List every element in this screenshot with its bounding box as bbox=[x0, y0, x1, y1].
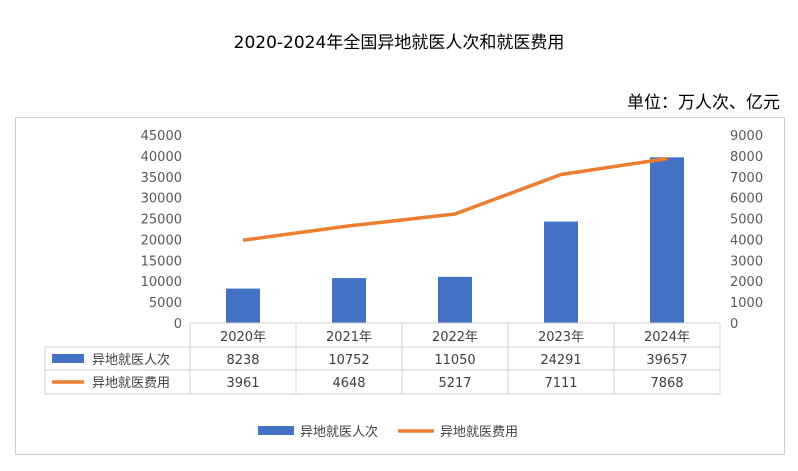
data-label: 24291 bbox=[540, 353, 581, 368]
legend-label: 异地就医人次 bbox=[300, 424, 378, 440]
right-axis-tick: 7000 bbox=[730, 171, 763, 186]
table-legend-bar bbox=[52, 354, 84, 363]
bar-0 bbox=[226, 288, 260, 323]
line-series bbox=[242, 156, 668, 242]
data-label: 3961 bbox=[226, 376, 259, 391]
left-axis-tick: 15000 bbox=[141, 254, 182, 269]
right-axis-tick: 9000 bbox=[730, 129, 763, 144]
left-axis-tick: 25000 bbox=[141, 213, 182, 228]
legend-label: 异地就医费用 bbox=[440, 425, 518, 440]
left-axis-tick: 30000 bbox=[141, 192, 182, 207]
data-label: 8238 bbox=[226, 353, 259, 368]
left-axis-tick: 40000 bbox=[141, 150, 182, 165]
category-label: 2020年 bbox=[220, 330, 266, 345]
left-axis-tick: 35000 bbox=[141, 171, 182, 186]
table-series-name: 异地就医人次 bbox=[92, 352, 170, 368]
data-label: 5217 bbox=[438, 376, 471, 391]
category-label: 2021年 bbox=[326, 330, 372, 345]
left-axis-tick: 0 bbox=[174, 317, 182, 332]
data-label: 10752 bbox=[328, 353, 369, 368]
right-axis-tick: 0 bbox=[730, 317, 738, 332]
data-label: 39657 bbox=[646, 353, 687, 368]
bar-1 bbox=[332, 278, 366, 323]
bar-3 bbox=[544, 221, 578, 323]
category-label: 2023年 bbox=[538, 330, 584, 345]
right-axis-tick: 4000 bbox=[730, 233, 763, 248]
data-label: 7868 bbox=[650, 376, 683, 391]
legend-bar-swatch bbox=[258, 426, 294, 435]
category-label: 2022年 bbox=[432, 330, 478, 345]
category-label: 2024年 bbox=[644, 330, 690, 345]
right-axis-tick: 3000 bbox=[730, 254, 763, 269]
unit-label: 单位：万人次、亿元 bbox=[627, 93, 780, 113]
data-label: 4648 bbox=[332, 376, 365, 391]
left-axis-tick: 20000 bbox=[141, 233, 182, 248]
right-axis-tick: 2000 bbox=[730, 275, 763, 290]
chart-frame bbox=[15, 117, 785, 455]
right-axis-tick: 8000 bbox=[730, 150, 763, 165]
right-axis-tick: 5000 bbox=[730, 213, 763, 228]
bar-2 bbox=[438, 276, 472, 323]
left-axis-tick: 45000 bbox=[141, 129, 182, 144]
left-axis-tick: 5000 bbox=[149, 296, 182, 311]
bar-4 bbox=[650, 157, 684, 323]
right-axis-tick: 6000 bbox=[730, 192, 763, 207]
left-axis-tick: 10000 bbox=[141, 275, 182, 290]
table-series-name: 异地就医费用 bbox=[92, 376, 170, 391]
data-label: 11050 bbox=[434, 353, 475, 368]
chart-title: 2020-2024年全国异地就医人次和就医费用 bbox=[233, 33, 565, 53]
right-axis-tick: 1000 bbox=[730, 296, 763, 311]
data-label: 7111 bbox=[544, 376, 577, 391]
